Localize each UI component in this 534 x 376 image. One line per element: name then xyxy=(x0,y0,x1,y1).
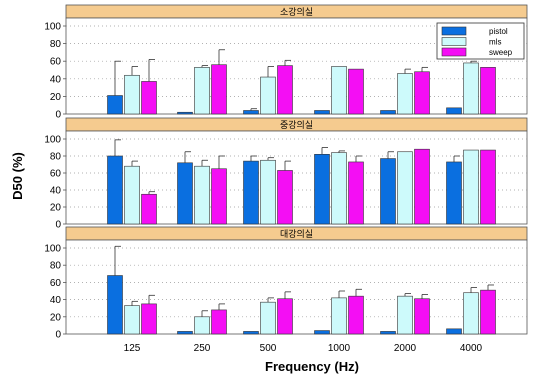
legend-label-mls: mls xyxy=(489,38,501,47)
chart-panel-2: 중강의실 0 20 40 60 80 100 xyxy=(44,117,528,231)
y-tick-label: 0 xyxy=(55,110,61,121)
bar-mls-1000 xyxy=(331,152,347,225)
bar-mls-125 xyxy=(124,74,140,115)
bar-mls-4000 xyxy=(463,292,479,335)
y-tick-label: 100 xyxy=(44,22,61,33)
bar-sweep-2000 xyxy=(414,71,430,115)
bar-mls-4000 xyxy=(463,149,479,225)
panel-title-2: 중강의실 xyxy=(280,120,313,130)
bar-sweep-4000 xyxy=(480,289,496,335)
bar-pistol-2000 xyxy=(380,110,396,115)
bar-sweep-250 xyxy=(211,64,227,115)
y-tick-label: 100 xyxy=(44,135,61,146)
x-tick-label: 4000 xyxy=(460,343,483,354)
bar-sweep-500 xyxy=(277,298,293,335)
bar-sweep-500 xyxy=(277,170,293,225)
bar-sweep-250 xyxy=(211,309,227,335)
bar-pistol-4000 xyxy=(446,161,462,225)
y-tick-label: 80 xyxy=(50,261,62,272)
y-tick-label: 20 xyxy=(50,92,62,103)
bar-mls-125 xyxy=(124,305,140,335)
bar-pistol-125 xyxy=(107,275,123,335)
y-tick-label: 40 xyxy=(50,295,62,306)
bar-pistol-500 xyxy=(243,110,259,115)
bar-sweep-2000 xyxy=(414,148,430,225)
x-axis-label: Frequency (Hz) xyxy=(265,359,359,374)
bar-mls-1000 xyxy=(331,66,347,115)
bar-mls-4000 xyxy=(463,62,479,115)
bar-pistol-1000 xyxy=(314,110,330,115)
bar-sweep-125 xyxy=(141,303,157,335)
bar-pistol-250 xyxy=(177,111,193,115)
bar-mls-1000 xyxy=(331,297,347,335)
legend-swatch-sweep xyxy=(441,47,467,57)
bar-pistol-250 xyxy=(177,331,193,335)
bar-pistol-4000 xyxy=(446,328,462,335)
bar-mls-500 xyxy=(260,159,276,225)
bar-sweep-500 xyxy=(277,65,293,115)
bar-mls-2000 xyxy=(397,295,413,335)
y-tick-label: 20 xyxy=(50,312,62,323)
bar-sweep-4000 xyxy=(480,149,496,225)
legend-label-sweep: sweep xyxy=(489,48,513,57)
x-tick-label: 500 xyxy=(260,343,277,354)
y-tick-label: 80 xyxy=(50,39,62,50)
bar-pistol-1000 xyxy=(314,154,330,225)
bar-sweep-1000 xyxy=(348,295,364,335)
x-tick-label: 125 xyxy=(124,343,141,354)
bar-sweep-2000 xyxy=(414,298,430,335)
bar-sweep-125 xyxy=(141,81,157,115)
bar-mls-500 xyxy=(260,76,276,115)
panel-title-1: 소강의실 xyxy=(280,7,313,17)
bar-mls-250 xyxy=(194,165,210,225)
bar-pistol-500 xyxy=(243,331,259,335)
bar-pistol-1000 xyxy=(314,330,330,335)
bar-mls-500 xyxy=(260,301,276,335)
bar-pistol-2000 xyxy=(380,158,396,225)
x-tick-label: 250 xyxy=(194,343,211,354)
bar-sweep-1000 xyxy=(348,68,364,115)
y-tick-label: 80 xyxy=(50,152,62,163)
legend-swatch-mls xyxy=(441,37,467,46)
panel-title-3: 대강의실 xyxy=(280,229,313,239)
bar-mls-250 xyxy=(194,67,210,115)
bar-pistol-125 xyxy=(107,95,123,115)
y-axis-label: D50 (%) xyxy=(10,152,25,200)
bar-mls-250 xyxy=(194,316,210,335)
bar-pistol-250 xyxy=(177,162,193,225)
bar-sweep-125 xyxy=(141,193,157,225)
y-tick-label: 100 xyxy=(44,244,61,255)
bar-mls-2000 xyxy=(397,73,413,115)
bar-pistol-4000 xyxy=(446,107,462,115)
chart-panel-3: 대강의실 0 20 40 60 80 100 125 250 500 1000 2000 4000 xyxy=(44,226,528,354)
bar-sweep-250 xyxy=(211,168,227,225)
y-tick-label: 20 xyxy=(50,203,62,214)
legend-swatch-pistol xyxy=(441,26,467,36)
bar-sweep-1000 xyxy=(348,161,364,225)
y-tick-label: 60 xyxy=(50,278,62,289)
y-tick-label: 0 xyxy=(55,220,61,231)
x-tick-label: 2000 xyxy=(394,343,417,354)
bar-pistol-125 xyxy=(107,155,123,225)
y-tick-label: 40 xyxy=(50,74,62,85)
y-tick-label: 60 xyxy=(50,169,62,180)
legend-label-pistol: pistol xyxy=(489,27,508,36)
y-tick-label: 0 xyxy=(55,330,61,341)
bar-pistol-500 xyxy=(243,160,259,225)
bar-sweep-4000 xyxy=(480,67,496,115)
bar-mls-2000 xyxy=(397,151,413,225)
y-tick-label: 40 xyxy=(50,186,62,197)
x-tick-label: 1000 xyxy=(328,343,351,354)
y-tick-label: 60 xyxy=(50,57,62,68)
bar-mls-125 xyxy=(124,165,140,225)
bar-pistol-2000 xyxy=(380,331,396,335)
